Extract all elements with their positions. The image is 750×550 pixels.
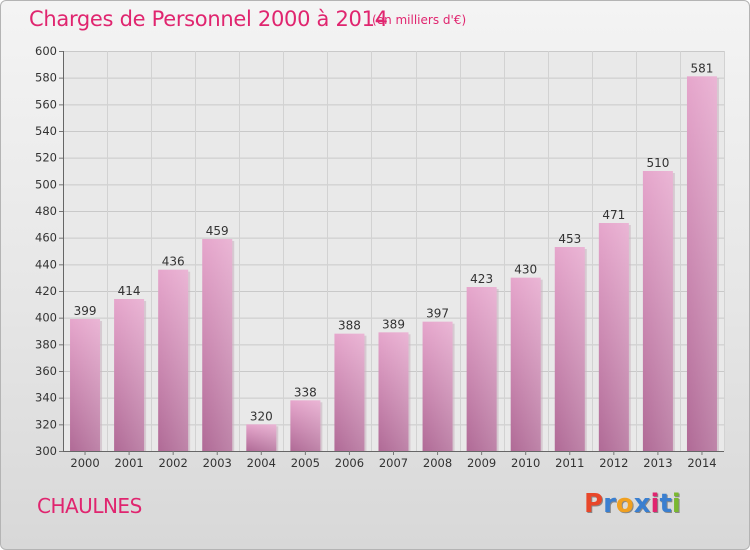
y-tick-label: 520 [35, 151, 57, 165]
data-label: 510 [646, 156, 669, 170]
data-label: 399 [74, 304, 97, 318]
y-tick-label: 440 [35, 257, 57, 271]
y-tick-label: 320 [35, 417, 57, 431]
data-label: 423 [470, 272, 493, 286]
bar-highlight [554, 247, 585, 451]
bar-highlight [642, 171, 673, 451]
x-tick-label: 2012 [599, 456, 628, 470]
x-tick-label: 2014 [687, 456, 716, 470]
x-tick-label: 2004 [247, 456, 276, 470]
bar-highlight [598, 223, 629, 451]
logo-letter: i [650, 489, 660, 519]
data-label: 471 [602, 208, 625, 222]
logo-letter: o [615, 489, 634, 519]
y-tick-label: 600 [35, 44, 57, 58]
data-label: 388 [338, 319, 361, 333]
data-label: 436 [162, 255, 185, 269]
data-label: 459 [206, 224, 229, 238]
x-tick-label: 2008 [423, 456, 452, 470]
bar-layer [70, 76, 719, 451]
x-tick-label: 2011 [555, 456, 584, 470]
logo-letter: t [659, 489, 672, 519]
x-tick-label: 2010 [511, 456, 540, 470]
x-tick-label: 2006 [335, 456, 364, 470]
x-tick-label: 2001 [114, 456, 143, 470]
y-tick-label: 420 [35, 284, 57, 298]
data-label: 338 [294, 385, 317, 399]
data-label: 453 [558, 232, 581, 246]
axis-layer: 300 320 340 360 380 400 420 440 460 480 500 520 540 5… [35, 44, 724, 470]
y-tick-label: 480 [35, 204, 57, 218]
y-tick-label: 580 [35, 71, 57, 85]
x-tick-label: 2002 [159, 456, 188, 470]
data-label: 397 [426, 307, 449, 321]
label-layer: 399 414 436 459 320 338 388 389 397 423 430 453 471 5… [74, 61, 714, 423]
x-tick-label: 2003 [203, 456, 232, 470]
y-tick-label: 380 [35, 337, 57, 351]
x-tick-label: 2009 [467, 456, 496, 470]
bar-highlight [114, 299, 145, 451]
data-label: 389 [382, 317, 405, 331]
logo-letter: P [584, 489, 604, 519]
y-tick-label: 460 [35, 231, 57, 245]
x-tick-label: 2005 [291, 456, 320, 470]
logo-letter: i [671, 489, 681, 519]
bar-highlight [290, 400, 321, 451]
chart-subtitle: (en milliers d'€) [372, 13, 467, 27]
bar-highlight [70, 319, 101, 451]
bar-highlight [378, 332, 409, 451]
y-tick-label: 360 [35, 364, 57, 378]
bar-highlight [466, 287, 497, 451]
location-label: CHAULNES [37, 494, 142, 518]
proxiti-logo: Proxiti [584, 489, 681, 519]
x-tick-label: 2013 [643, 456, 672, 470]
data-label: 581 [691, 61, 714, 75]
y-tick-label: 500 [35, 177, 57, 191]
y-tick-label: 540 [35, 124, 57, 138]
chart-title: Charges de Personnel 2000 à 2014 [29, 7, 388, 31]
y-tick-label: 400 [35, 311, 57, 325]
y-tick-label: 340 [35, 391, 57, 405]
bar-highlight [422, 321, 453, 451]
bar-highlight [510, 277, 541, 451]
logo-letter: x [633, 489, 651, 519]
bar-highlight [686, 76, 717, 451]
data-label: 430 [514, 263, 537, 277]
bar-highlight [246, 424, 277, 451]
bar-highlight [334, 333, 365, 451]
bar-highlight [202, 239, 233, 451]
x-tick-label: 2000 [70, 456, 99, 470]
logo-letter: r [603, 489, 616, 519]
y-tick-label: 560 [35, 97, 57, 111]
y-tick-label: 300 [35, 444, 57, 458]
data-label: 414 [118, 284, 141, 298]
bar-highlight [158, 269, 189, 451]
x-tick-label: 2007 [379, 456, 408, 470]
data-label: 320 [250, 409, 273, 423]
